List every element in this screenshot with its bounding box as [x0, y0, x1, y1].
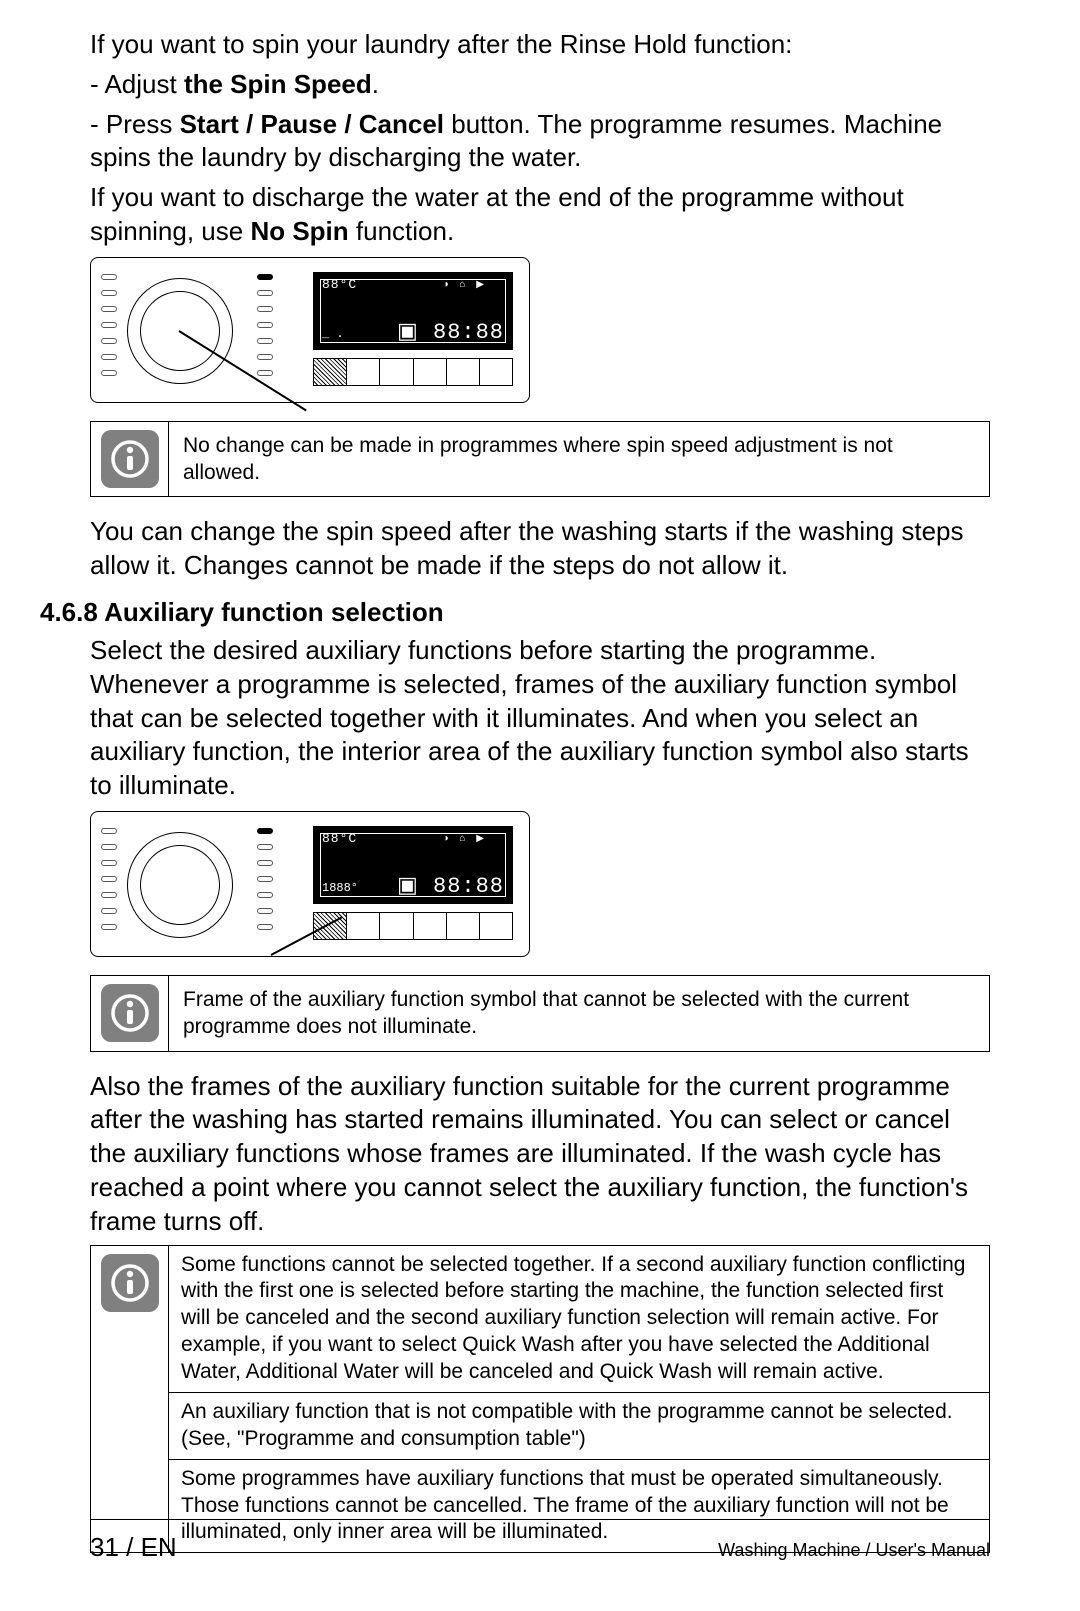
- info-table-row2: An auxiliary function that is not compat…: [169, 1393, 989, 1460]
- display-time: ▣ 88:88: [397, 319, 504, 345]
- bullet1-prefix: - Adjust: [90, 69, 184, 99]
- info-icon-cell-2: [91, 976, 169, 1051]
- info-icon-3: [101, 1254, 159, 1312]
- control-panel-illustration-1: 88°C ◑ ⌂ ▶ ‾ _ . ▣ 88:88: [90, 257, 530, 403]
- display-temp-2: 88°C: [322, 831, 357, 846]
- display-temp: 88°C: [322, 277, 357, 292]
- info-note-aux-frame: Frame of the auxiliary function symbol t…: [90, 975, 990, 1052]
- line3-prefix: If you want to discharge the water at th…: [90, 182, 904, 246]
- button-row: [313, 358, 513, 386]
- control-panel-illustration-2: 88°C ◑ ⌂ ▶ ‾ 1888° ▣ 88:88: [90, 811, 530, 957]
- bullet1-suffix: .: [372, 69, 379, 99]
- bullet1-bold: the Spin Speed: [184, 69, 372, 99]
- info-table-aux: Some functions cannot be selected togeth…: [90, 1245, 990, 1554]
- manual-title: Washing Machine / User's Manual: [718, 1540, 990, 1561]
- info-note1-text: No change can be made in programmes wher…: [169, 422, 989, 497]
- rinse-hold-intro: If you want to spin your laundry after t…: [90, 28, 990, 62]
- info-table-row1: Some functions cannot be selected togeth…: [169, 1246, 989, 1393]
- display-time-2: ▣ 88:88: [397, 873, 504, 899]
- bullet2-prefix: - Press: [90, 109, 180, 139]
- info-icon-2: [101, 984, 159, 1042]
- lcd-display-2: 88°C ◑ ⌂ ▶ ‾ 1888° ▣ 88:88: [313, 826, 513, 904]
- tick-column-right: [257, 274, 273, 386]
- display-sub: _ .: [322, 327, 344, 341]
- program-dial-icon-2: [127, 832, 233, 938]
- button-row-2: [313, 912, 513, 940]
- line3-bold: No Spin: [250, 216, 348, 246]
- line3-suffix: function.: [349, 216, 455, 246]
- lcd-display: 88°C ◑ ⌂ ▶ ‾ _ . ▣ 88:88: [313, 272, 513, 350]
- section-heading-468: 4.6.8 Auxiliary function selection: [40, 597, 990, 628]
- info-note-spin-speed: No change can be made in programmes wher…: [90, 421, 990, 498]
- bullet-start-pause: - Press Start / Pause / Cancel button. T…: [90, 108, 990, 176]
- no-spin-line: If you want to discharge the water at th…: [90, 181, 990, 249]
- info-note2-text: Frame of the auxiliary function symbol t…: [169, 976, 989, 1051]
- display-icons: ◑ ⌂ ▶ ‾: [443, 279, 502, 290]
- page-number: 31 / EN: [90, 1532, 177, 1563]
- aux-paragraph-2: Also the frames of the auxiliary functio…: [90, 1070, 990, 1239]
- bullet2-bold: Start / Pause / Cancel: [180, 109, 444, 139]
- info-icon: [101, 430, 159, 488]
- tick-column-right-2: [257, 828, 273, 940]
- tick-column-left-2: [101, 828, 117, 940]
- info-icon-cell-3: [91, 1246, 169, 1553]
- bullet-adjust-spin: - Adjust the Spin Speed.: [90, 68, 990, 102]
- mid-paragraph: You can change the spin speed after the …: [90, 515, 990, 583]
- tick-column-left: [101, 274, 117, 386]
- display-sub-2: 1888°: [322, 881, 358, 895]
- info-icon-cell: [91, 422, 169, 497]
- display-icons-2: ◑ ⌂ ▶ ‾: [443, 833, 502, 844]
- page-footer: 31 / EN Washing Machine / User's Manual: [90, 1519, 990, 1563]
- aux-paragraph-1: Select the desired auxiliary functions b…: [90, 634, 990, 803]
